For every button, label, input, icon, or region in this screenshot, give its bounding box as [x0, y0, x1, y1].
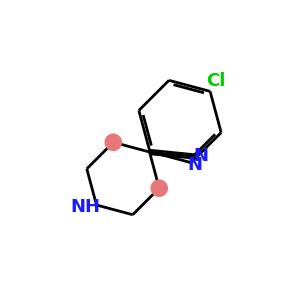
Circle shape	[105, 134, 122, 150]
Text: NH: NH	[70, 197, 100, 215]
Text: N: N	[187, 156, 202, 174]
Circle shape	[151, 180, 167, 196]
Text: N: N	[194, 148, 208, 166]
Text: Cl: Cl	[206, 72, 225, 90]
